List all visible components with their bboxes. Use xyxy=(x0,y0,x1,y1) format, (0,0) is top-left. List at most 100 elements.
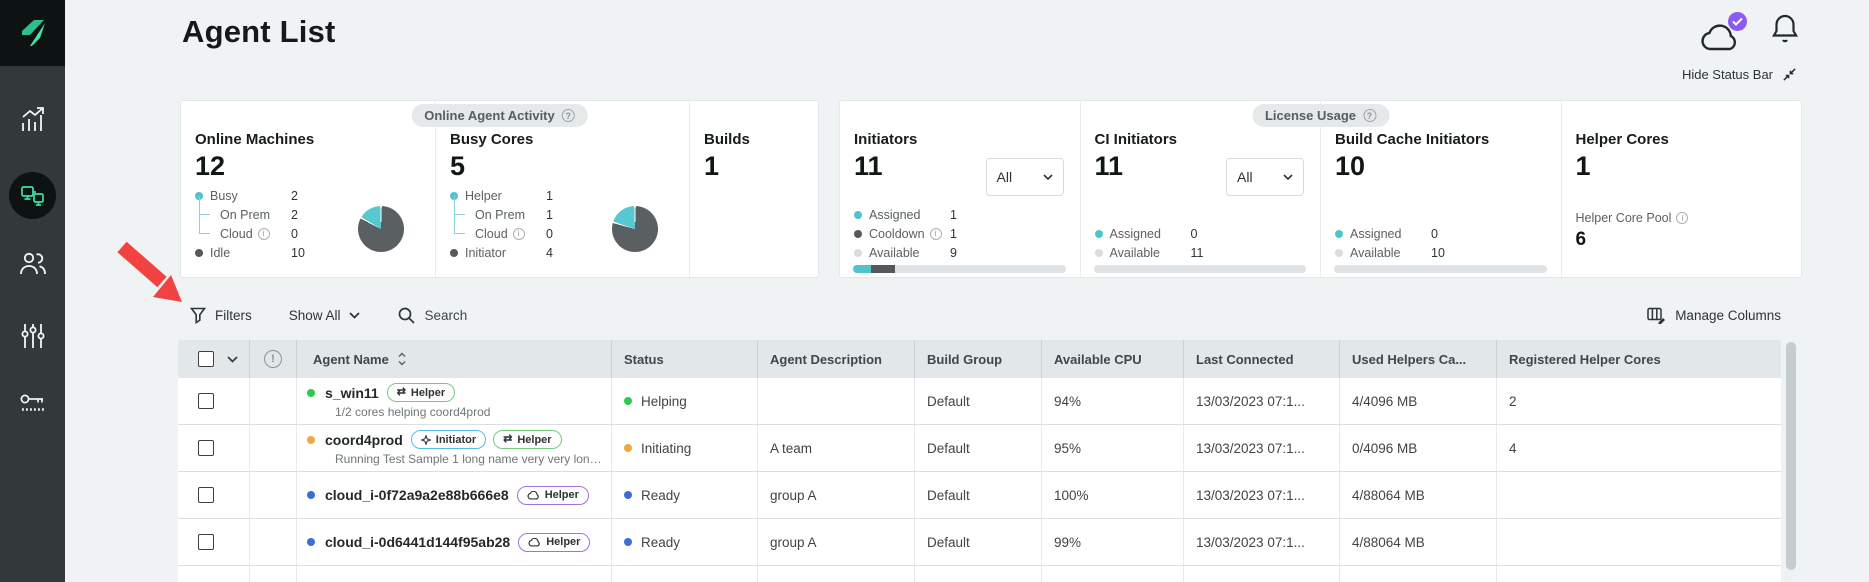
status-label: Ready xyxy=(641,534,681,550)
initiators-filter-dropdown[interactable]: All xyxy=(985,158,1064,196)
build-group: Default xyxy=(915,378,1042,424)
ci-initiators-section: CI Initiators 11 All Assigned 0 Available… xyxy=(1079,101,1321,277)
build-cache-count: 10 xyxy=(1335,151,1366,181)
agent-subtext: 1/2 cores helping coord4prod xyxy=(335,405,491,419)
status-label: Helping xyxy=(641,393,687,409)
help-icon[interactable]: ? xyxy=(1363,109,1377,122)
table-scrollbar[interactable] xyxy=(1786,342,1796,580)
legend-cloud: Cloud i 0 xyxy=(195,215,435,243)
search-input[interactable]: Search xyxy=(398,307,468,324)
agent-state-dot xyxy=(307,435,315,444)
status-label: Initiating xyxy=(641,440,692,456)
activity-panel-label: Online Agent Activity ? xyxy=(411,104,588,127)
legend-available: Available 10 xyxy=(1335,243,1547,262)
page-title: Agent List xyxy=(182,14,336,49)
show-all-label: Show All xyxy=(288,307,341,323)
legend-on-prem: On Prem 1 xyxy=(450,196,689,224)
sidebar-item-agents-active[interactable] xyxy=(9,172,56,219)
chevron-down-icon[interactable] xyxy=(227,355,238,363)
sidebar-item-settings[interactable] xyxy=(0,322,65,350)
app-logo[interactable] xyxy=(0,0,65,66)
table-toolbar: Filters Show All Search Manage Columns xyxy=(178,299,1781,331)
chart-icon xyxy=(21,107,44,131)
agent-state-dot xyxy=(307,491,315,499)
info-icon[interactable]: i xyxy=(929,227,942,240)
alert-icon: ! xyxy=(264,350,282,368)
initiators-usage-bar xyxy=(853,265,1066,273)
sidebar-item-license[interactable] xyxy=(0,392,65,416)
scrollbar-thumb[interactable] xyxy=(1786,342,1796,570)
select-all-checkbox[interactable] xyxy=(198,351,214,367)
available-cpu: 95% xyxy=(1042,425,1184,471)
row-checkbox[interactable] xyxy=(198,487,214,503)
legend-assigned: Assigned 0 xyxy=(1335,224,1547,243)
select-all-header xyxy=(178,340,250,378)
show-all-dropdown[interactable]: Show All xyxy=(289,308,360,323)
sort-icon[interactable] xyxy=(397,351,407,367)
hide-status-bar-button[interactable]: Hide Status Bar xyxy=(1682,67,1797,82)
online-machines-count: 12 xyxy=(195,151,226,181)
ci-initiators-filter-dropdown[interactable]: All xyxy=(1226,158,1304,196)
registered-helper-cores xyxy=(1497,472,1781,518)
filters-button[interactable]: Filters xyxy=(190,307,252,324)
sidebar-item-dashboard[interactable] xyxy=(0,106,65,134)
check-icon xyxy=(1732,17,1743,26)
sidebar-item-users[interactable] xyxy=(0,250,65,276)
registered-helper-cores: 4 xyxy=(1509,440,1517,456)
table-row[interactable]: cloud_i-0d6441d144f95ab28 Helper Ready g… xyxy=(178,519,1781,566)
initiator-badge: Initiator xyxy=(410,430,487,449)
agent-name: cloud_i-0f72a9a2e88b666e8 xyxy=(325,487,509,503)
idle-dot xyxy=(195,248,203,257)
license-usage-panel: License Usage ? Initiators 11 All Assign… xyxy=(839,100,1802,278)
annotation-arrow xyxy=(117,241,182,302)
used-helpers-header: Used Helpers Ca... xyxy=(1340,340,1497,378)
section-title: Busy Cores xyxy=(450,131,534,148)
last-connected-header: Last Connected xyxy=(1184,340,1340,378)
builds-section: Builds 1 xyxy=(689,101,818,277)
table-row[interactable] xyxy=(178,566,1781,582)
row-checkbox[interactable] xyxy=(198,440,214,456)
cloud-icon xyxy=(528,537,541,547)
info-icon[interactable]: i xyxy=(257,227,270,240)
legend-idle: Idle 10 xyxy=(195,243,435,262)
agent-name-header[interactable]: Agent Name xyxy=(297,340,612,378)
info-icon[interactable]: i xyxy=(1676,212,1689,224)
helper-dot xyxy=(450,191,458,200)
agent-description: group A xyxy=(758,519,915,565)
agent-description: group A xyxy=(758,472,915,518)
help-icon[interactable]: ? xyxy=(561,109,575,122)
used-helpers: 4/88064 MB xyxy=(1340,472,1497,518)
helper-badge: ⇄ Helper xyxy=(493,430,562,449)
legend-assigned: Assigned 1 xyxy=(854,205,1066,224)
agent-state-dot xyxy=(307,538,315,546)
agent-subtext: Running Test Sample 1 long name very ver… xyxy=(335,452,603,466)
ci-initiators-count: 11 xyxy=(1094,151,1124,181)
build-cache-initiators-section: Build Cache Initiators 10 Assigned 0 Avai… xyxy=(1320,101,1561,277)
alert-column-header: ! xyxy=(250,340,297,378)
legend-cloud: Cloud i 0 xyxy=(450,215,689,243)
filters-label: Filters xyxy=(215,307,252,323)
table-row[interactable]: s_win11 ⇄ Helper 1/2 cores helping coord4… xyxy=(178,378,1781,425)
row-checkbox[interactable] xyxy=(198,393,214,409)
table-row[interactable]: cloud_i-0f72a9a2e88b666e8 Helper Ready g… xyxy=(178,472,1781,519)
agent-description: A team xyxy=(758,425,915,471)
helper-core-pool-value: 6 xyxy=(1575,229,1587,250)
legend-available: Available 11 xyxy=(1094,243,1307,262)
row-checkbox[interactable] xyxy=(198,534,214,550)
info-icon[interactable]: i xyxy=(512,227,525,240)
search-placeholder: Search xyxy=(424,307,468,323)
build-group: Default xyxy=(915,425,1042,471)
legend-busy: Busy 2 xyxy=(195,186,435,205)
status-label: Ready xyxy=(641,487,681,503)
section-title: Builds xyxy=(704,131,750,148)
filter-icon xyxy=(190,307,206,324)
table-row[interactable]: coord4prod Initiator ⇄ Helper Running Tes… xyxy=(178,425,1781,472)
cloud-connection-button[interactable] xyxy=(1700,12,1750,54)
agents-table: ! Agent Name Status Agent Description Bu… xyxy=(178,340,1781,582)
manage-columns-button[interactable]: Manage Columns xyxy=(1647,307,1781,324)
status-dot xyxy=(624,538,632,546)
notifications-button[interactable] xyxy=(1770,13,1800,52)
agent-name: s_win11 xyxy=(325,384,379,401)
build-group: Default xyxy=(915,519,1042,565)
online-machines-pie-chart xyxy=(358,206,404,252)
